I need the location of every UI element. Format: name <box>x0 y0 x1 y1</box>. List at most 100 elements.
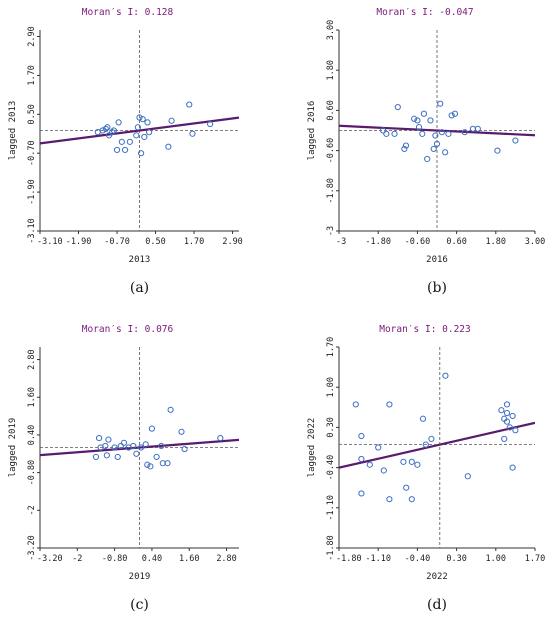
y-tick-label: 1.00 <box>326 377 336 397</box>
y-tick-label: 0.40 <box>27 425 37 445</box>
data-point <box>144 461 151 468</box>
data-point <box>438 129 445 136</box>
data-point <box>503 401 511 408</box>
y-axis-label: lagged 2013 <box>8 101 18 161</box>
x-axis-label: 2022 <box>426 572 448 582</box>
data-point <box>366 461 373 468</box>
moran-scatter-chart-3: -3.20 -2 -0.80 0.40 1.60 2.80 -3.20 -2 -0.80 0.40… <box>8 324 239 613</box>
data-point <box>105 436 112 443</box>
data-point <box>408 496 415 503</box>
data-point <box>118 138 125 145</box>
y-tick-label: 1.70 <box>27 65 37 85</box>
data-point <box>92 453 100 461</box>
regression-line <box>339 421 535 469</box>
data-point <box>99 127 106 134</box>
x-axis-label: 2016 <box>426 255 448 265</box>
data-point <box>427 117 434 124</box>
data-point <box>178 428 185 435</box>
x-tick-label: -1.80 <box>336 554 362 564</box>
x-tick-label: -3 <box>336 237 346 247</box>
data-point <box>503 409 511 417</box>
x-tick-label: 2.90 <box>222 237 242 247</box>
data-point <box>138 150 145 157</box>
x-tick-label: -3.10 <box>37 237 63 247</box>
y-axis-label: lagged 2022 <box>307 418 317 478</box>
data-point <box>494 147 501 154</box>
data-point <box>403 484 410 491</box>
data-point <box>501 435 508 442</box>
data-point <box>414 117 421 124</box>
y-tick-label: -0.40 <box>326 455 336 481</box>
data-point <box>167 406 174 413</box>
chart-title: Moran′s I: 0.076 <box>82 324 174 335</box>
y-tick-label: 2.90 <box>27 26 37 46</box>
data-point <box>358 432 365 440</box>
x-tick-label: -0.40 <box>405 554 431 564</box>
data-point <box>424 155 431 163</box>
data-point <box>394 103 401 111</box>
x-tick-label: -0.80 <box>102 554 128 564</box>
y-tick-label: -0.80 <box>27 460 37 486</box>
data-point <box>445 130 452 137</box>
data-point <box>207 120 214 128</box>
y-tick-label: -0.70 <box>27 140 37 166</box>
data-point <box>402 142 410 149</box>
data-point <box>186 101 193 108</box>
data-point <box>139 116 146 123</box>
data-point <box>95 434 103 442</box>
data-point <box>158 442 165 450</box>
y-tick-label: -3.20 <box>27 535 37 561</box>
data-point <box>358 490 365 497</box>
data-point <box>103 452 110 459</box>
y-tick-label: 1.80 <box>326 60 336 80</box>
y-tick-label: 1.60 <box>27 387 37 407</box>
data-point <box>115 119 122 126</box>
x-tick-label: -3.20 <box>37 554 63 564</box>
x-tick-label: 0.50 <box>145 237 165 247</box>
chart-title: Moran′s I: 0.128 <box>82 7 174 18</box>
regression-line <box>40 438 239 457</box>
x-axis-label: 2013 <box>129 255 151 265</box>
y-axis-label: lagged 2019 <box>8 418 18 478</box>
data-point <box>442 149 449 156</box>
x-tick-label: -0.60 <box>405 237 431 247</box>
y-tick-label: -3 <box>326 226 336 236</box>
data-point <box>146 129 153 136</box>
x-tick-label: 1.00 <box>486 554 506 564</box>
data-point <box>181 445 188 453</box>
data-point <box>189 130 196 137</box>
y-axis-label: lagged 2016 <box>307 101 317 161</box>
data-point <box>383 130 390 137</box>
panel-caption: (b) <box>427 280 447 296</box>
moran-scatter-chart-1: -3.10 -1.90 -0.70 0.50 1.70 2.90-3.10-1.90-0.… <box>8 7 243 296</box>
y-tick-label: -1.90 <box>27 179 37 205</box>
data-point <box>217 434 224 442</box>
y-tick-label: -1.10 <box>326 495 336 521</box>
y-tick-label: -1.80 <box>326 178 336 204</box>
x-tick-label: 2.80 <box>216 554 236 564</box>
regression-line <box>40 116 239 145</box>
data-point <box>428 435 435 442</box>
panel-caption: (a) <box>130 280 149 296</box>
data-point <box>400 458 407 465</box>
y-tick-label: 3.00 <box>326 20 336 40</box>
x-tick-label: 1.60 <box>179 554 199 564</box>
data-point <box>506 424 513 431</box>
data-point <box>401 145 408 153</box>
data-point <box>110 127 117 134</box>
data-point <box>121 146 129 154</box>
data-point <box>109 129 116 136</box>
data-point <box>461 129 468 136</box>
data-point <box>137 444 145 451</box>
data-point <box>451 110 459 117</box>
data-point <box>411 115 418 122</box>
data-point <box>141 133 148 141</box>
data-point <box>464 473 471 480</box>
chart-title: Moran′s I: -0.047 <box>376 7 473 18</box>
data-point <box>113 146 121 154</box>
data-point <box>498 407 505 414</box>
data-point <box>509 412 516 420</box>
y-tick-label: -1.80 <box>326 535 336 561</box>
y-tick-label: 0.60 <box>326 100 336 120</box>
x-tick-label: 0.60 <box>446 237 466 247</box>
